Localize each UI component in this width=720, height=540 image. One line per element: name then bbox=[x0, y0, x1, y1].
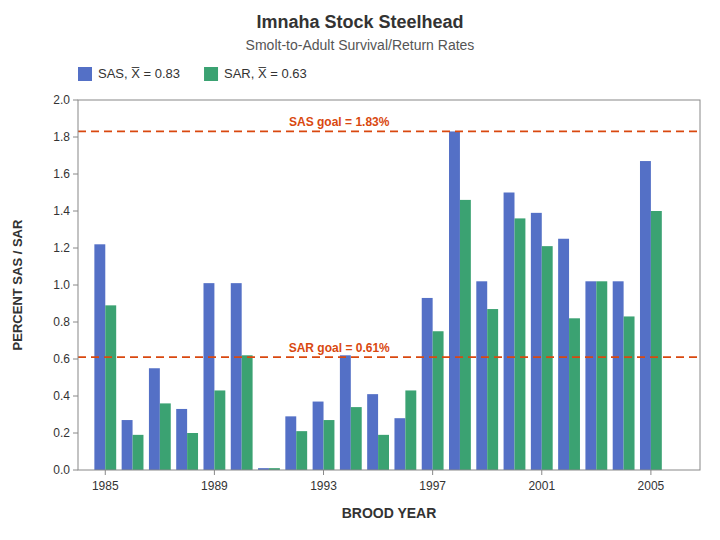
bar bbox=[585, 281, 596, 470]
bar bbox=[651, 211, 662, 470]
chart: Imnaha Stock Steelhead Smolt-to-Adult Sur… bbox=[0, 0, 720, 540]
bar bbox=[214, 390, 225, 470]
x-tick bbox=[323, 470, 324, 475]
y-tick bbox=[73, 100, 78, 101]
bar bbox=[405, 390, 416, 470]
bar bbox=[542, 246, 553, 470]
bar bbox=[569, 318, 580, 470]
y-tick-label: 1.2 bbox=[53, 241, 70, 255]
y-tick-label: 0.0 bbox=[53, 463, 70, 477]
bar bbox=[487, 309, 498, 470]
legend: SAS, X̅ = 0.83 SAR, X̅ = 0.63 bbox=[78, 66, 307, 81]
y-tick bbox=[73, 433, 78, 434]
bar bbox=[296, 431, 307, 470]
x-tick bbox=[541, 470, 542, 475]
y-tick bbox=[73, 359, 78, 360]
x-tick bbox=[105, 470, 106, 475]
y-tick-label: 0.4 bbox=[53, 389, 70, 403]
bar bbox=[160, 403, 171, 470]
bar bbox=[460, 200, 471, 470]
legend-swatch bbox=[204, 67, 218, 81]
legend-swatch bbox=[78, 67, 92, 81]
title: Imnaha Stock Steelhead bbox=[256, 12, 463, 32]
goal-label: SAS goal = 1.83% bbox=[289, 115, 390, 129]
bar bbox=[394, 418, 405, 470]
x-axis-label: BROOD YEAR bbox=[342, 505, 437, 521]
x-tick-label: 1993 bbox=[310, 479, 337, 493]
x-tick-label: 1985 bbox=[92, 479, 119, 493]
x-tick bbox=[432, 470, 433, 475]
bar bbox=[340, 355, 351, 470]
bar bbox=[449, 131, 460, 470]
y-tick bbox=[73, 174, 78, 175]
bar bbox=[176, 409, 187, 470]
x-tick bbox=[214, 470, 215, 475]
bar bbox=[285, 416, 296, 470]
x-tick-label: 1989 bbox=[201, 479, 228, 493]
y-tick bbox=[73, 137, 78, 138]
bar bbox=[504, 193, 515, 471]
goal-line bbox=[78, 356, 700, 358]
y-tick bbox=[73, 285, 78, 286]
x-tick bbox=[650, 470, 651, 475]
x-tick-label: 2005 bbox=[638, 479, 665, 493]
bar bbox=[187, 433, 198, 470]
bar bbox=[613, 281, 624, 470]
bar bbox=[203, 283, 214, 470]
y-tick-label: 0.6 bbox=[53, 352, 70, 366]
bar bbox=[558, 239, 569, 470]
bar bbox=[122, 420, 133, 470]
bar bbox=[476, 281, 487, 470]
y-tick bbox=[73, 211, 78, 212]
y-tick-label: 2.0 bbox=[53, 93, 70, 107]
y-tick-label: 1.6 bbox=[53, 167, 70, 181]
y-tick bbox=[73, 470, 78, 471]
y-tick bbox=[73, 396, 78, 397]
goal-label: SAR goal = 0.61% bbox=[289, 341, 390, 355]
bar bbox=[313, 402, 324, 470]
x-tick-label: 2001 bbox=[528, 479, 555, 493]
goal-lines bbox=[78, 131, 700, 357]
bar bbox=[351, 407, 362, 470]
bar bbox=[378, 435, 389, 470]
bar bbox=[133, 435, 144, 470]
y-tick bbox=[73, 322, 78, 323]
y-tick-label: 0.2 bbox=[53, 426, 70, 440]
bar bbox=[422, 298, 433, 470]
bar bbox=[433, 331, 444, 470]
subtitle: Smolt-to-Adult Survival/Return Rates bbox=[246, 37, 475, 53]
x-tick-label: 1997 bbox=[419, 479, 446, 493]
bar bbox=[640, 161, 651, 470]
bar bbox=[149, 368, 160, 470]
bar bbox=[367, 394, 378, 470]
y-tick-label: 1.0 bbox=[53, 278, 70, 292]
legend-label: SAS, X̅ = 0.83 bbox=[98, 66, 180, 81]
bar bbox=[531, 213, 542, 470]
y-tick-label: 0.8 bbox=[53, 315, 70, 329]
bar bbox=[324, 420, 335, 470]
bar bbox=[231, 283, 242, 470]
bar bbox=[242, 355, 253, 470]
y-tick-label: 1.8 bbox=[53, 130, 70, 144]
y-axis-label: PERCENT SAS / SAR bbox=[10, 219, 25, 350]
goal-line bbox=[78, 131, 700, 133]
bar bbox=[596, 281, 607, 470]
plot-area bbox=[94, 131, 661, 470]
bar bbox=[105, 305, 116, 470]
y-tick bbox=[73, 248, 78, 249]
legend-label: SAR, X̅ = 0.63 bbox=[224, 66, 307, 81]
bar bbox=[624, 316, 635, 470]
y-tick-label: 1.4 bbox=[53, 204, 70, 218]
plot-frame bbox=[78, 100, 700, 470]
bar bbox=[514, 218, 525, 470]
